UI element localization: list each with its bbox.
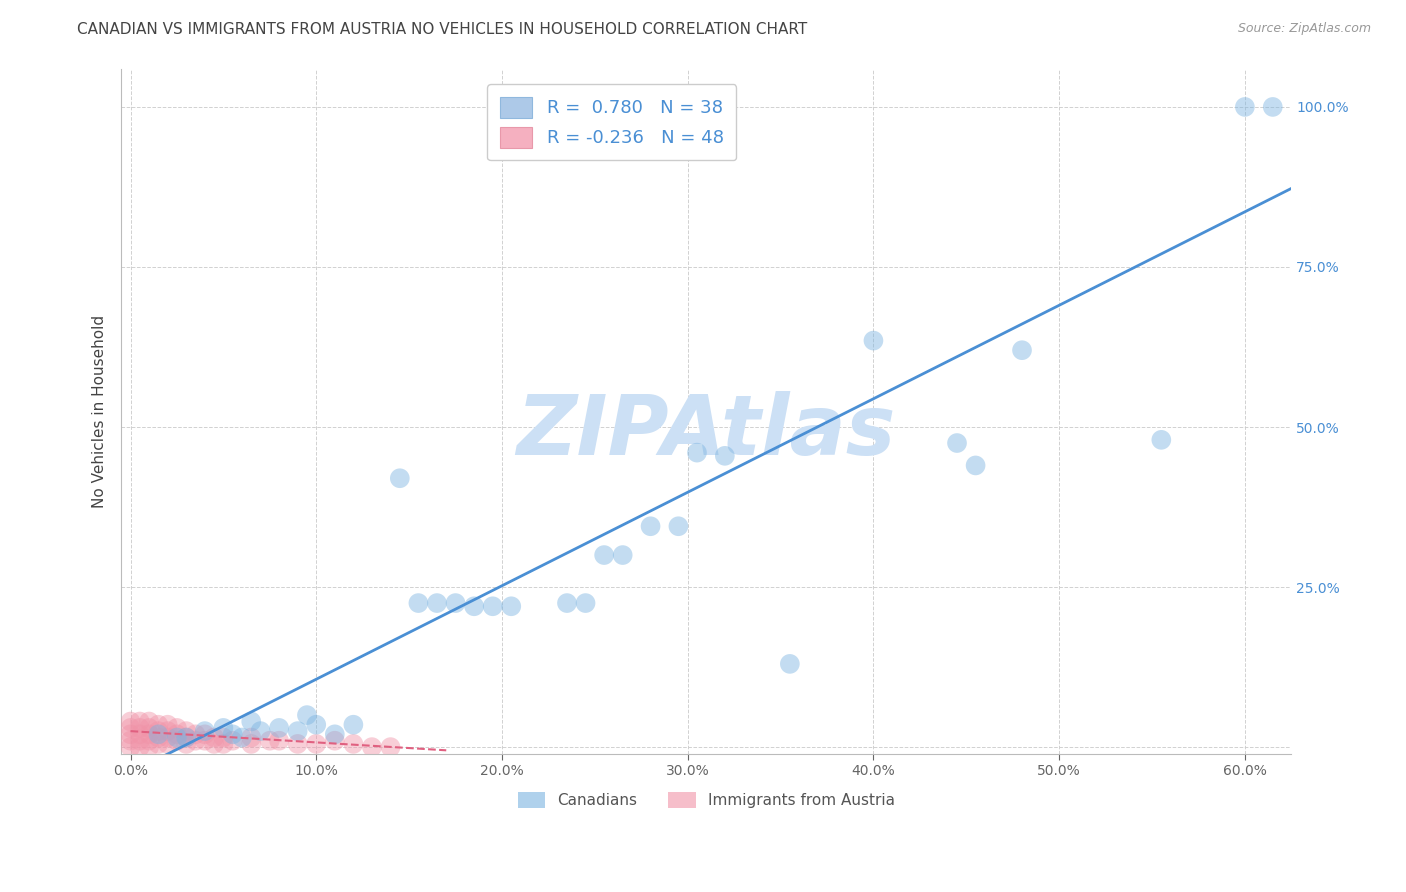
Point (287, 737, 309, 751)
Text: CANADIAN VS IMMIGRANTS FROM AUSTRIA NO VEHICLES IN HOUSEHOLD CORRELATION CHART: CANADIAN VS IMMIGRANTS FROM AUSTRIA NO V… (77, 22, 807, 37)
Point (1150, 433, 1173, 447)
Point (481, 599, 503, 614)
Point (463, 599, 485, 614)
Point (156, 717, 179, 731)
Point (120, 740, 142, 755)
Point (120, 733, 142, 747)
Point (194, 733, 217, 747)
Point (174, 731, 197, 745)
Point (120, 721, 142, 735)
Text: ZIPAtlas: ZIPAtlas (516, 391, 896, 472)
Point (388, 471, 411, 485)
Point (138, 733, 160, 747)
Point (380, 740, 402, 755)
Point (138, 721, 160, 735)
Point (128, 740, 150, 755)
Point (212, 721, 235, 735)
Point (166, 731, 188, 745)
Point (156, 724, 179, 739)
Point (166, 733, 188, 747)
Point (444, 596, 467, 610)
Text: Source: ZipAtlas.com: Source: ZipAtlas.com (1237, 22, 1371, 36)
Point (295, 708, 318, 723)
Point (287, 724, 309, 739)
Point (593, 548, 616, 562)
Point (361, 740, 384, 755)
Point (128, 727, 150, 741)
Point (138, 714, 160, 729)
Point (305, 717, 328, 731)
Point (156, 731, 179, 745)
Point (128, 733, 150, 747)
Point (194, 727, 217, 741)
Point (120, 727, 142, 741)
Point (202, 731, 225, 745)
Point (174, 724, 197, 739)
Point (128, 714, 150, 729)
Point (408, 596, 430, 610)
Point (148, 731, 170, 745)
Point (166, 727, 188, 741)
Point (231, 731, 253, 745)
Point (212, 737, 235, 751)
Legend: Canadians, Immigrants from Austria: Canadians, Immigrants from Austria (512, 786, 901, 814)
Point (612, 548, 634, 562)
Point (1233, 100, 1256, 114)
Point (269, 733, 291, 747)
Point (148, 724, 170, 739)
Point (574, 596, 596, 610)
Point (138, 740, 160, 755)
Point (862, 334, 884, 348)
Point (148, 717, 170, 731)
Point (342, 737, 364, 751)
Point (249, 724, 271, 739)
Point (501, 599, 523, 614)
Point (714, 449, 737, 463)
Point (1011, 343, 1033, 358)
Point (240, 714, 263, 729)
Point (184, 733, 207, 747)
Point (668, 519, 690, 533)
Point (174, 731, 197, 745)
Point (323, 727, 346, 741)
Point (965, 458, 987, 473)
Point (686, 445, 709, 459)
Point (184, 727, 207, 741)
Point (305, 737, 328, 751)
Point (156, 737, 179, 751)
Point (174, 737, 197, 751)
Point (194, 724, 217, 739)
Y-axis label: No Vehicles in Household: No Vehicles in Household (93, 315, 107, 508)
Point (1261, 100, 1284, 114)
Point (128, 721, 150, 735)
Point (212, 731, 235, 745)
Point (426, 596, 449, 610)
Point (221, 727, 243, 741)
Point (555, 596, 578, 610)
Point (148, 737, 170, 751)
Point (342, 717, 364, 731)
Point (202, 737, 225, 751)
Point (259, 733, 281, 747)
Point (640, 519, 662, 533)
Point (946, 436, 969, 450)
Point (138, 727, 160, 741)
Point (240, 731, 263, 745)
Point (148, 727, 170, 741)
Point (269, 721, 291, 735)
Point (323, 733, 346, 747)
Point (779, 657, 801, 671)
Point (120, 714, 142, 729)
Point (221, 733, 243, 747)
Point (166, 721, 188, 735)
Point (240, 737, 263, 751)
